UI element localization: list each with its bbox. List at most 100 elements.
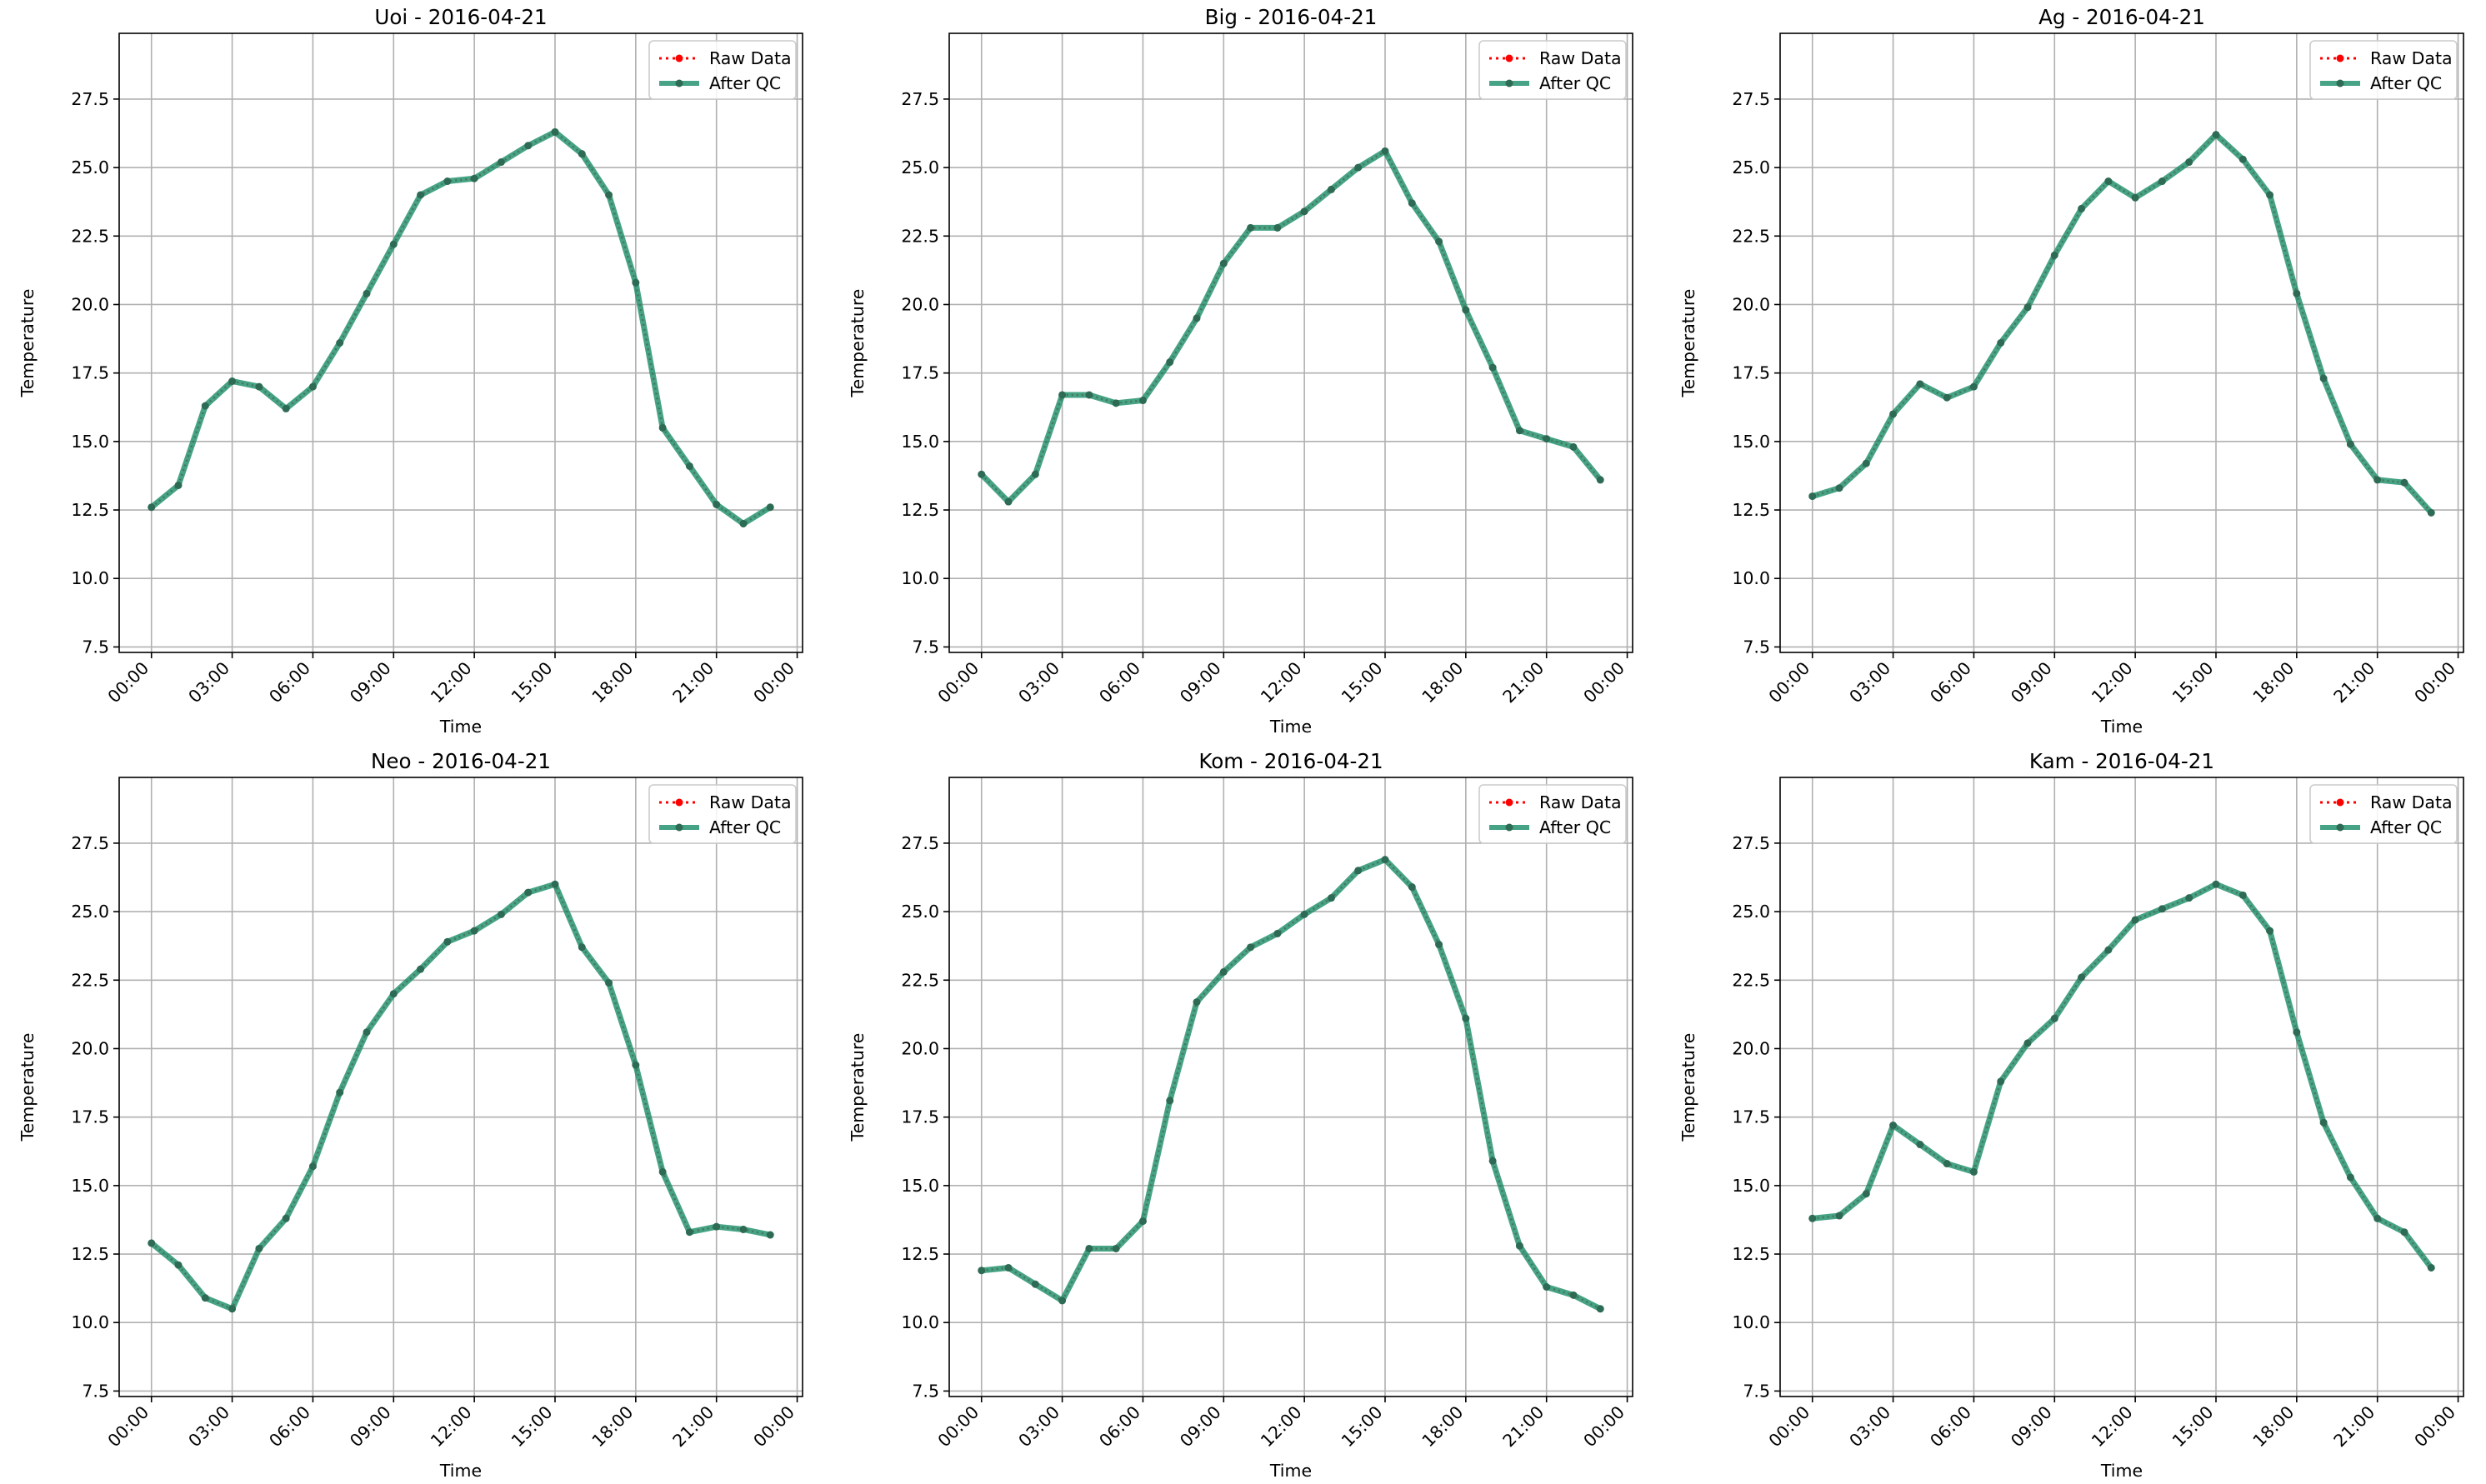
after-qc-point (1969, 1167, 1978, 1176)
after-qc-point (1835, 484, 1843, 492)
after-qc-point (1543, 1282, 1551, 1291)
y-tick-label: 10.0 (901, 1312, 939, 1332)
subplot-1: 7.5 10.0 12.5 15.0 17.5 20.0 22.5 25.0 27.5 00:00… (18, 5, 803, 737)
after-qc-point (1515, 1242, 1523, 1250)
after-qc-line (148, 128, 773, 527)
x-tick-label: 21:00 (1498, 658, 1548, 707)
y-tick-label: 12.5 (901, 500, 939, 520)
after-qc-point (363, 1028, 371, 1037)
y-tick-label: 27.5 (901, 89, 939, 109)
legend: Raw Data After QC (648, 40, 797, 100)
x-axis-label: Time (1269, 1461, 1312, 1481)
x-tick-label: 09:00 (346, 658, 395, 707)
after-qc-point (2266, 191, 2274, 199)
after-qc-point (551, 127, 559, 136)
x-tick-label: 00:00 (1579, 1402, 1628, 1452)
y-tick-label: 12.5 (1732, 500, 1770, 520)
legend-raw-label: Raw Data (2370, 792, 2453, 812)
subplot-4: 7.5 10.0 12.5 15.0 17.5 20.0 22.5 25.0 27.5 00:00… (18, 749, 803, 1481)
subplot-6: 7.5 10.0 12.5 15.0 17.5 20.0 22.5 25.0 27.5 00:00… (1678, 749, 2464, 1481)
after-qc-point (2104, 177, 2113, 186)
legend: Raw Data After QC (648, 784, 797, 844)
after-qc-point (2050, 1014, 2058, 1022)
y-tick-label: 15.0 (901, 432, 939, 452)
after-qc-point (1031, 470, 1039, 478)
legend-qc-marker (2336, 79, 2344, 87)
x-tick-label: 03:00 (1014, 658, 1063, 707)
after-qc-point (1862, 459, 1870, 467)
after-qc-point (1112, 399, 1120, 407)
after-qc-point (1997, 1077, 2005, 1086)
legend-raw-marker (1505, 54, 1513, 62)
y-tick-label: 27.5 (71, 833, 109, 853)
after-qc-point (1943, 1160, 1951, 1168)
plot-area (119, 33, 803, 652)
after-qc-point (2078, 973, 2086, 982)
after-qc-point (1569, 442, 1578, 451)
after-qc-point (766, 1231, 774, 1239)
legend-qc-marker (1505, 823, 1513, 832)
after-qc-point (1166, 358, 1174, 367)
x-tick-label: 09:00 (346, 1402, 395, 1452)
x-tick-label: 09:00 (2007, 658, 2056, 707)
plot-area (949, 33, 1633, 652)
after-qc-point (1515, 427, 1523, 435)
after-qc-point (1408, 199, 1416, 207)
x-tick-label: 21:00 (2329, 658, 2378, 707)
after-qc-point (1354, 867, 1363, 875)
x-axis-label: Time (2100, 717, 2143, 737)
legend-qc-label: After QC (709, 817, 781, 837)
y-tick-label: 7.5 (912, 1381, 939, 1401)
after-qc-point (1596, 476, 1604, 484)
legend-qc-marker (675, 79, 683, 87)
x-tick-label: 18:00 (588, 658, 638, 707)
x-tick-label: 12:00 (427, 658, 476, 707)
y-tick-label: 22.5 (71, 970, 109, 990)
x-tick-label: 21:00 (668, 658, 718, 707)
plot-area (119, 777, 803, 1397)
x-tick-label: 15:00 (508, 658, 557, 707)
y-tick-label: 17.5 (901, 363, 939, 383)
y-tick-label: 15.0 (71, 432, 109, 452)
after-qc-point (148, 1239, 156, 1247)
legend-raw-marker (2336, 798, 2344, 807)
after-qc-point (2266, 927, 2274, 935)
legend-raw-label: Raw Data (2370, 48, 2453, 68)
after-qc-point (443, 937, 452, 946)
after-qc-point (201, 402, 209, 410)
legend-raw-marker (2336, 54, 2344, 62)
x-axis-label: Time (1269, 717, 1312, 737)
chart-title: Kam - 2016-04-21 (2029, 749, 2214, 773)
x-tick-label: 06:00 (265, 658, 314, 707)
x-tick-label: 00:00 (2410, 1402, 2459, 1452)
after-qc-point (1381, 147, 1389, 155)
after-qc-point (1462, 1014, 1470, 1022)
after-qc-point (1488, 1157, 1497, 1165)
after-qc-point (2023, 1039, 2032, 1047)
x-tick-label: 00:00 (749, 1402, 798, 1452)
axes-frame (1779, 777, 2464, 1397)
after-qc-point (2078, 204, 2086, 212)
after-qc-point (1943, 393, 1951, 402)
legend-qc-label: After QC (1539, 73, 1611, 93)
x-tick-label: 09:00 (2007, 1402, 2056, 1452)
after-qc-point (282, 404, 290, 412)
chart-title: Neo - 2016-04-21 (371, 749, 551, 773)
after-qc-point (417, 191, 425, 199)
after-qc-point (2131, 916, 2139, 924)
after-qc-line (148, 881, 773, 1312)
after-qc-point (632, 1061, 640, 1069)
y-tick-label: 17.5 (901, 1107, 939, 1127)
y-tick-label: 10.0 (1732, 568, 1770, 588)
y-tick-label: 12.5 (1732, 1244, 1770, 1264)
after-qc-point (1327, 894, 1335, 902)
y-tick-label: 15.0 (1732, 432, 1770, 452)
legend: Raw Data After QC (1478, 784, 1627, 844)
after-qc-point (1808, 1214, 1817, 1222)
after-qc-point (1916, 380, 1924, 388)
axes-frame (948, 32, 1633, 653)
after-qc-point (1031, 1280, 1039, 1288)
after-qc-point (578, 150, 586, 158)
after-qc-point (2427, 1263, 2435, 1272)
y-tick-label: 10.0 (901, 568, 939, 588)
